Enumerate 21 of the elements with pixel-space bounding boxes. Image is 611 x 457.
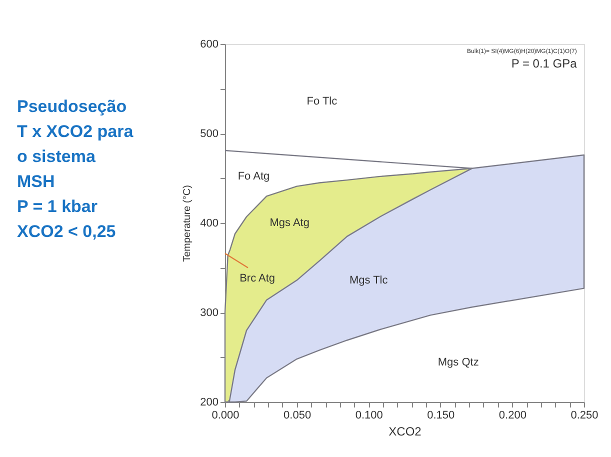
annotation: P = 0.1 GPa bbox=[511, 56, 578, 71]
y-axis-title: Temperature (°C) bbox=[182, 185, 194, 262]
y-tick-label: 400 bbox=[200, 218, 218, 230]
y-tick-label: 600 bbox=[200, 38, 218, 50]
x-tick-label: 0.200 bbox=[498, 410, 526, 422]
y-tick-label: 500 bbox=[200, 128, 218, 140]
x-axis-title: XCO2 bbox=[388, 424, 422, 438]
text: Pseudoseção T x XCO2 para o sistema MSH P = 1 kbar XCO2 < 0,25 bbox=[17, 97, 134, 241]
annotation: Mgs Qtz bbox=[438, 356, 479, 369]
annotation: Fo Atg bbox=[238, 170, 270, 182]
y-tick-label: 300 bbox=[200, 307, 218, 319]
annotation: Mgs Atg bbox=[270, 217, 310, 229]
x-tick-label: 0.100 bbox=[355, 410, 383, 422]
annotation: Fo Tlc bbox=[306, 95, 338, 108]
annotation: Brc Atg bbox=[240, 272, 276, 284]
x-tick-label: 0.150 bbox=[427, 410, 455, 422]
x-tick-label: 0.050 bbox=[284, 410, 312, 422]
x-tick-label: 0.250 bbox=[570, 410, 598, 422]
annotation: Mgs Tlc bbox=[349, 274, 388, 286]
y-tick-label: 200 bbox=[200, 396, 218, 408]
x-tick-label: 0.000 bbox=[212, 410, 240, 422]
